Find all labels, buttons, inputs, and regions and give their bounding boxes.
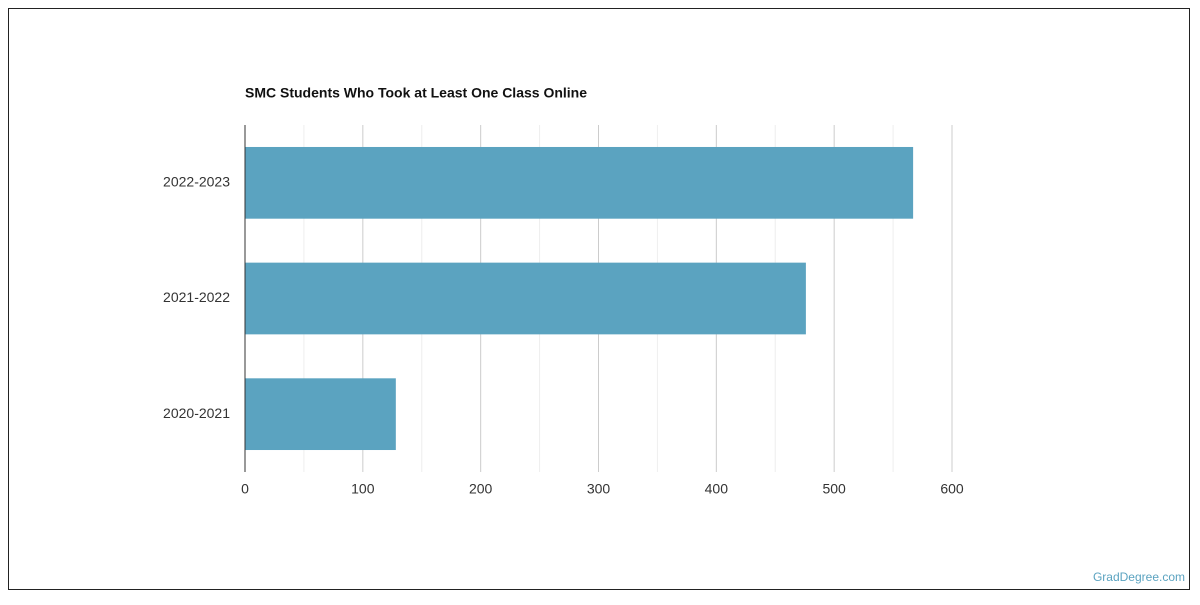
y-tick-label: 2020-2021 xyxy=(163,405,230,421)
x-tick-label: 100 xyxy=(351,481,375,497)
x-tick-label: 300 xyxy=(587,481,611,497)
x-tick-label: 600 xyxy=(940,481,964,497)
x-tick-label: 400 xyxy=(705,481,729,497)
x-tick-label: 0 xyxy=(241,481,249,497)
bar xyxy=(245,378,396,451)
frame xyxy=(8,8,1190,590)
x-tick-label: 200 xyxy=(469,481,493,497)
bar xyxy=(245,262,806,335)
chart-title: SMC Students Who Took at Least One Class… xyxy=(245,85,587,101)
source-link[interactable]: GradDegree.com xyxy=(1093,570,1185,584)
y-tick-label: 2022-2023 xyxy=(163,174,230,190)
y-tick-label: 2021-2022 xyxy=(163,289,230,305)
x-tick-label: 500 xyxy=(822,481,846,497)
bar xyxy=(245,146,914,219)
